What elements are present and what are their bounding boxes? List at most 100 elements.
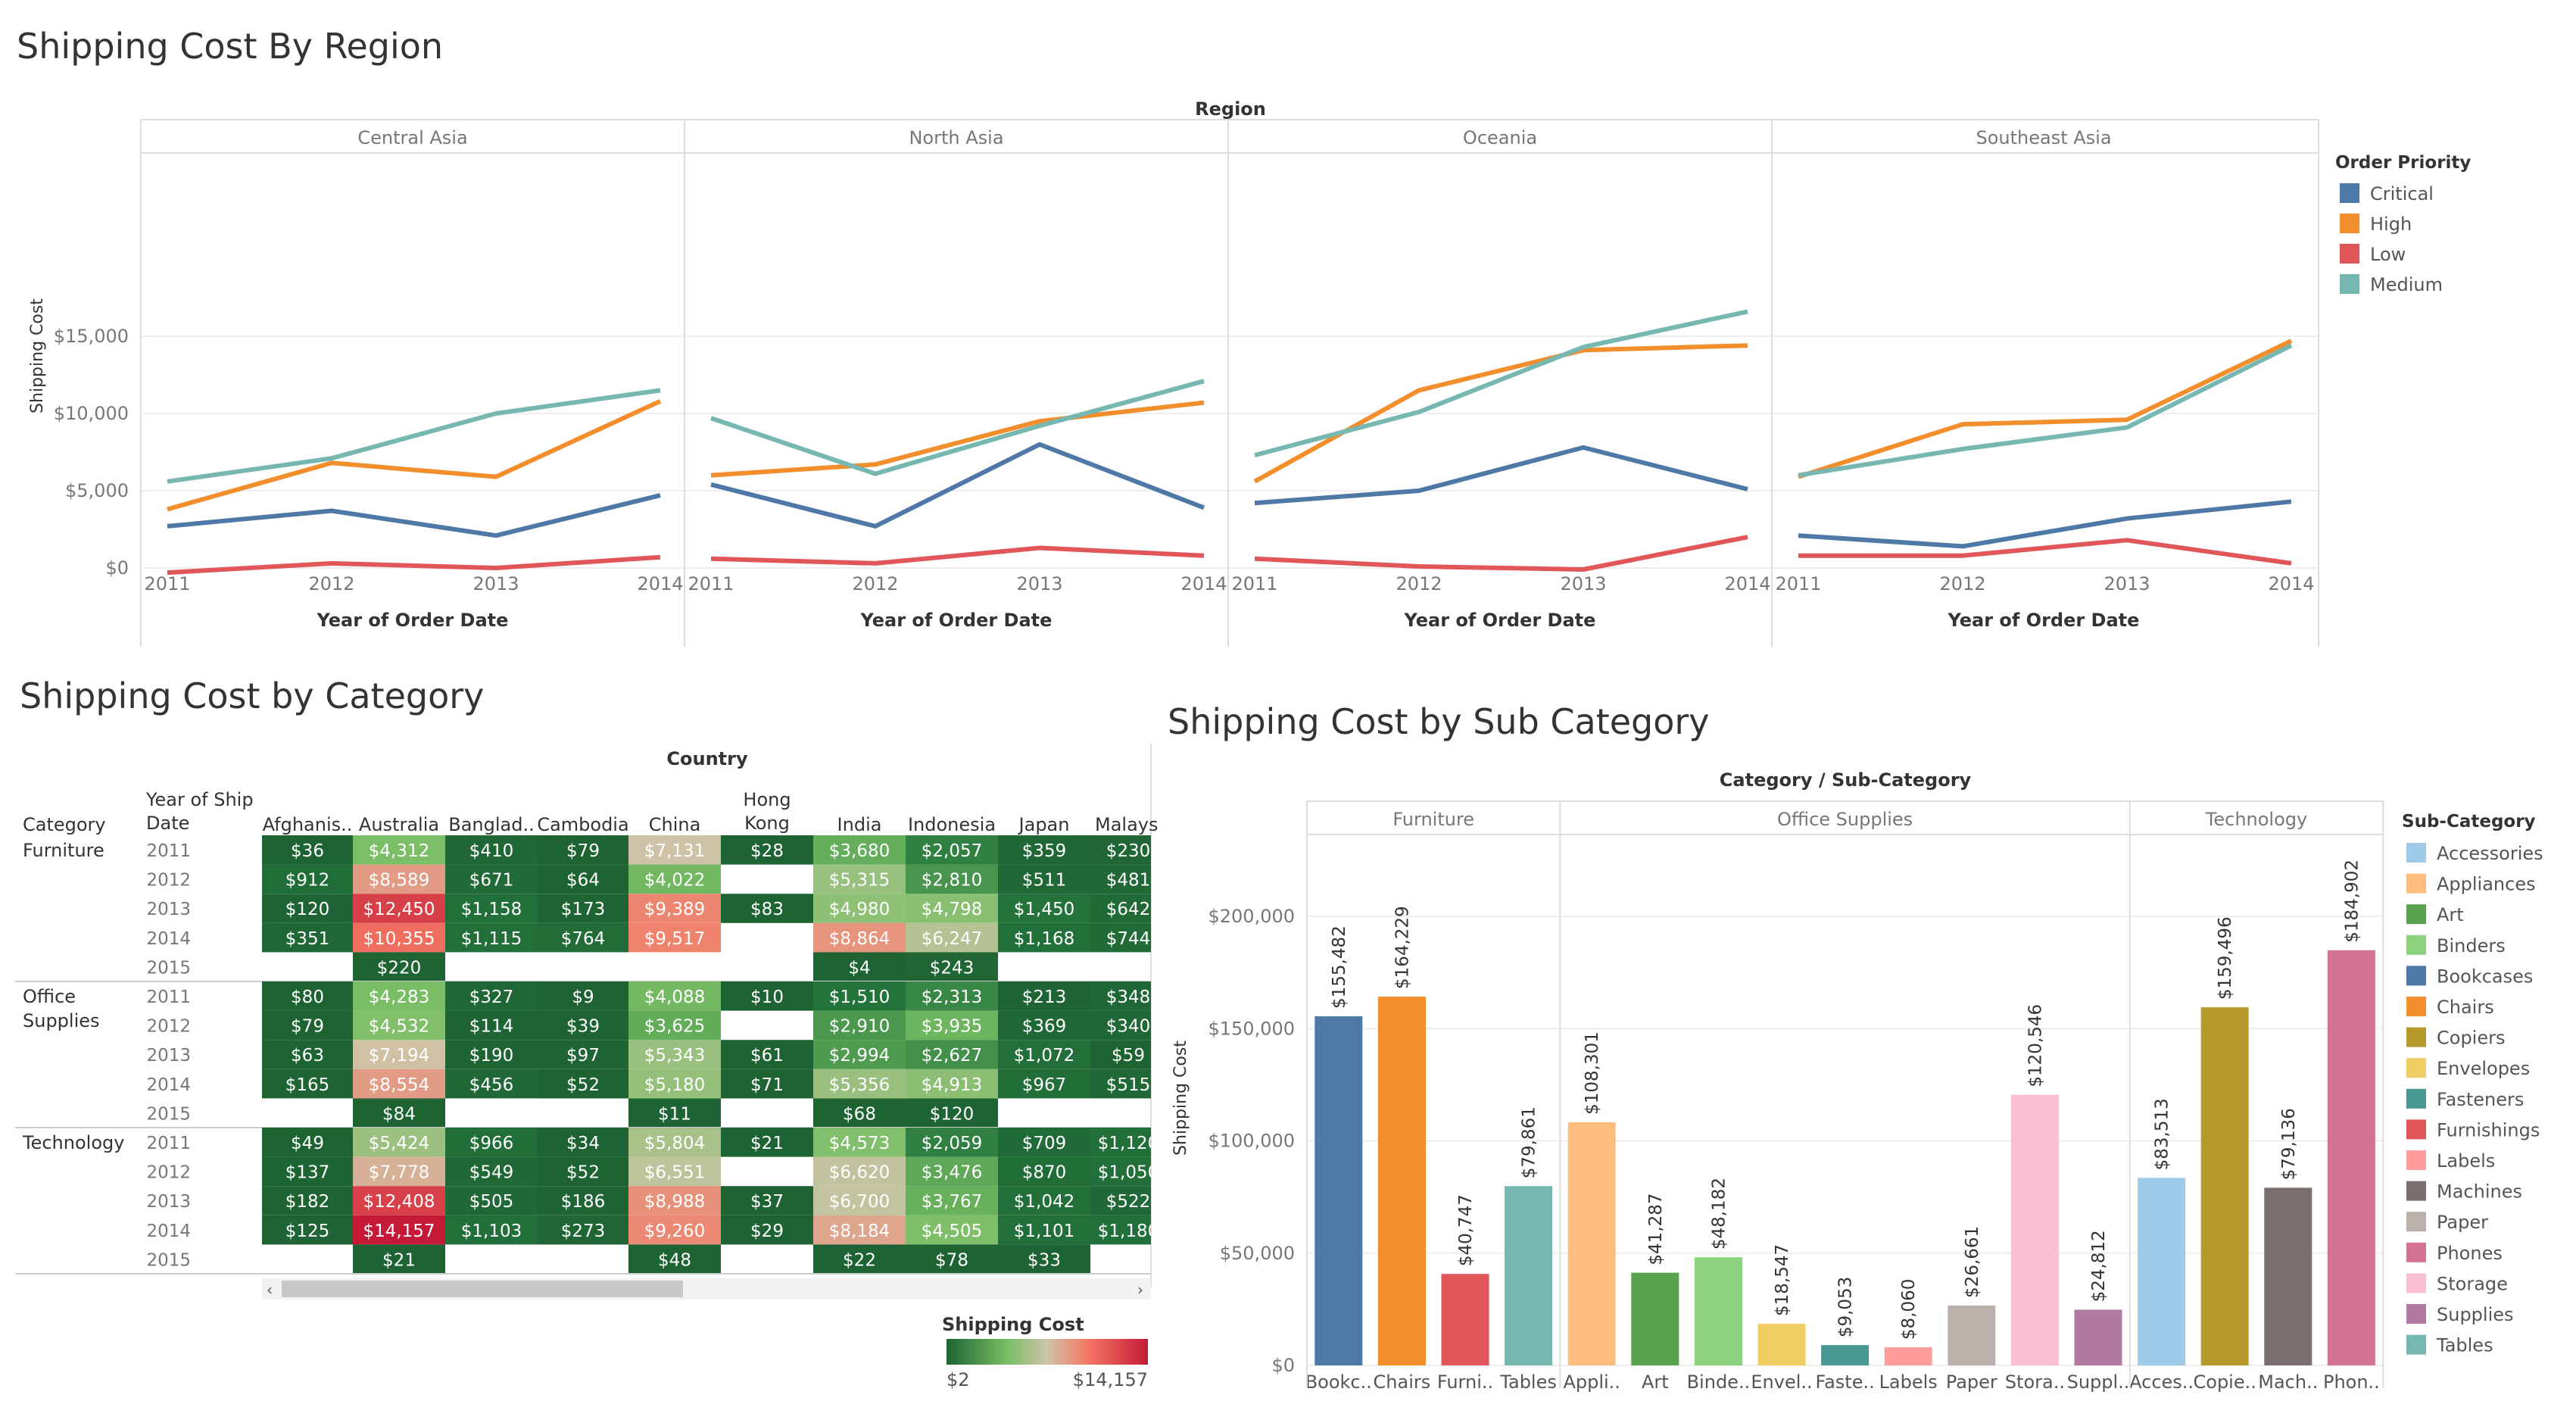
heatmap-horizontal-scrollbar[interactable]: ‹ ›: [262, 1278, 1151, 1300]
row-header-year-line2: Date: [146, 813, 189, 834]
heatmap-cell: $3,625: [628, 1010, 721, 1041]
heatmap-cell: $4: [813, 952, 906, 981]
heatmap-cell-fill: [998, 1156, 1090, 1187]
heatmap-cell-value: $671: [469, 871, 514, 891]
heatmap-cell: $8,554: [353, 1069, 445, 1099]
heatmap-cell-value: $5,343: [644, 1046, 705, 1066]
heatmap-cell-fill: [998, 894, 1090, 923]
heatmap-cell-value: $173: [561, 900, 606, 919]
heatmap-cell-value: $1,158: [461, 900, 522, 919]
heatmap-cell-value: $79: [291, 1017, 324, 1037]
heatmap-cell-value: $2,313: [922, 988, 982, 1007]
heatmap-cell-fill: [628, 835, 721, 865]
heatmap-cell-value: $4,980: [829, 900, 890, 919]
heatmap-cell-value: $4,913: [922, 1075, 982, 1095]
year-label: 2011: [146, 988, 191, 1007]
heatmap-cell: $114: [445, 1010, 538, 1041]
heatmap-cell-fill: [813, 864, 906, 894]
heatmap-cell-fill: [906, 1244, 998, 1274]
heatmap-cell: $64: [538, 864, 628, 894]
country-label: Indonesia: [908, 814, 996, 835]
x-tick-label: Phon..: [2323, 1371, 2380, 1393]
heatmap-cell-fill: [353, 1010, 445, 1041]
bar-value-label: $79,861: [1520, 1106, 1539, 1178]
legend-label-critical: Critical: [2370, 183, 2434, 204]
heatmap-cell-value: $3,680: [829, 841, 890, 861]
heatmap-cell: $744: [1090, 922, 1151, 953]
heatmap-cell: $505: [445, 1186, 538, 1215]
heatmap-cell: $8,864: [813, 922, 906, 953]
heatmap-cell: $1,120: [1090, 1128, 1151, 1157]
heatmap-cell-value: $8,988: [644, 1192, 705, 1212]
heatmap-cell: $2,627: [906, 1040, 998, 1069]
heatmap-cell: $186: [538, 1186, 628, 1215]
series-line-high-central-asia: [167, 398, 662, 512]
scroll-right-icon[interactable]: ›: [1137, 1281, 1143, 1299]
bar-bookcases: [1315, 1016, 1363, 1365]
heatmap-cell: $1,168: [998, 922, 1090, 953]
heatmap-cell: $52: [538, 1156, 628, 1187]
legend-swatch-appliances: [2406, 873, 2426, 894]
heatmap-cell-value: $83: [750, 900, 784, 919]
heatmap-cell: $1,101: [998, 1215, 1090, 1245]
heatmap-cell: $10: [721, 981, 813, 1011]
heatmap-cell-fill: [906, 894, 998, 923]
heatmap-cell: $190: [445, 1040, 538, 1069]
color-legend-max: $14,157: [1073, 1369, 1148, 1390]
heatmap-cell-value: $1,115: [461, 929, 522, 949]
heatmap-cell-fill: [998, 1010, 1090, 1041]
heatmap-cell: $2,810: [906, 864, 998, 894]
heatmap-cell-value: $6,247: [922, 929, 982, 949]
heatmap-cell-fill: [353, 952, 445, 981]
heatmap-cell: $36: [262, 835, 353, 865]
legend-label-art: Art: [2437, 904, 2464, 925]
heatmap-cell: $5,343: [628, 1040, 721, 1069]
series-line-high-southeast-asia: [1798, 339, 2293, 479]
legend-label-binders: Binders: [2437, 935, 2506, 956]
heatmap-cell-value: $8,554: [369, 1075, 429, 1095]
heatmap-cell-value: $481: [1106, 871, 1151, 891]
heatmap-cell-value: $186: [561, 1192, 606, 1212]
heatmap-cell-value: $10,355: [363, 929, 435, 949]
heatmap-cell-fill: [353, 922, 445, 953]
y-tick-label: $10,000: [54, 403, 129, 424]
heatmap-cell-fill: [721, 1186, 813, 1215]
series-line-critical-central-asia: [167, 493, 661, 538]
year-label: 2015: [146, 1104, 191, 1124]
heatmap-cell: $4,283: [353, 981, 445, 1011]
heatmap-cell-value: $6,620: [829, 1163, 890, 1183]
scroll-left-icon[interactable]: ‹: [267, 1281, 273, 1299]
heatmap-cell-fill: [813, 1128, 906, 1157]
heatmap-cell-value: $522: [1106, 1192, 1151, 1212]
heatmap-cell-value: $1,103: [461, 1222, 522, 1241]
x-tick-label: 2014: [1180, 573, 1227, 594]
heatmap-cell-value: $230: [1106, 841, 1151, 861]
country-label: China: [649, 814, 701, 835]
heatmap-cell: $515: [1090, 1069, 1151, 1099]
year-label: 2012: [146, 1163, 191, 1183]
heatmap-cell: $5,424: [353, 1128, 445, 1157]
heatmap-cell: $1,158: [445, 894, 538, 923]
heatmap-cell: $79: [262, 1010, 353, 1041]
series-line-high-north-asia: [710, 400, 1205, 478]
bar-header-title: Category / Sub-Category: [1720, 769, 1972, 791]
heatmap-cell-value: $9: [572, 988, 594, 1007]
heatmap-cell-fill: [813, 952, 906, 981]
y-tick-label: $50,000: [1220, 1243, 1295, 1264]
heatmap-cell-value: $2,810: [922, 871, 982, 891]
heatmap-cell-fill: [538, 1186, 628, 1215]
y-axis-label: Shipping Cost: [28, 298, 47, 413]
legend-label-labels: Labels: [2437, 1150, 2495, 1172]
scrollbar-thumb[interactable]: [282, 1281, 683, 1297]
heatmap-cell: $21: [353, 1244, 445, 1274]
heatmap-cell: $3,935: [906, 1010, 998, 1041]
heatmap-cell-fill: [262, 835, 353, 865]
heatmap-cell-value: $36: [291, 841, 324, 861]
heatmap-cell: $230: [1090, 835, 1151, 865]
legend-label-envelopes: Envelopes: [2437, 1058, 2530, 1079]
panel-header-north-asia: North Asia: [909, 127, 1003, 148]
heatmap-cell-value: $410: [469, 841, 514, 861]
heatmap-cell-value: $49: [291, 1134, 324, 1153]
x-tick-label: 2013: [1560, 573, 1606, 594]
bar-accessories: [2138, 1178, 2186, 1365]
